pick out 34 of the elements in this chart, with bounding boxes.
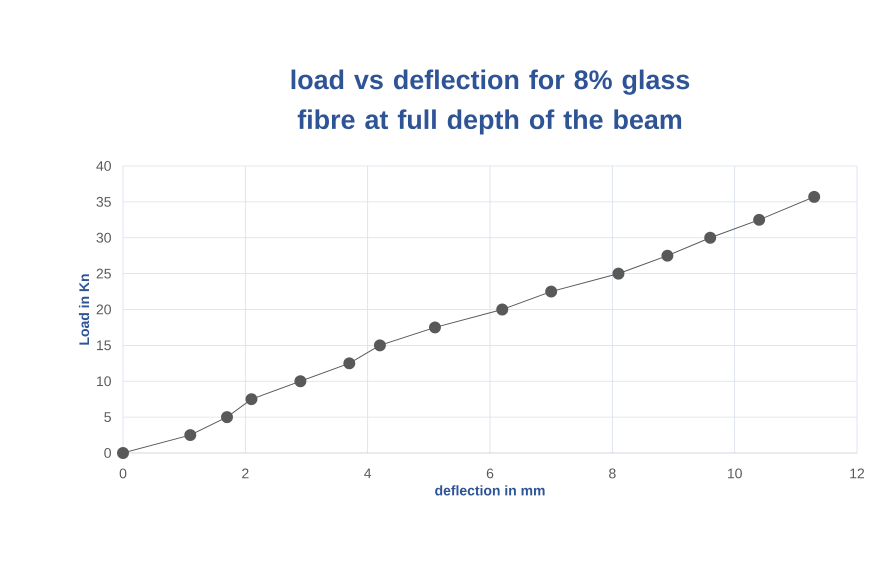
point	[428, 321, 441, 334]
y-tick-label: 25	[96, 268, 111, 279]
point	[612, 268, 624, 280]
x-tick-label: 0	[120, 468, 126, 478]
x-tick-label: 12	[850, 468, 864, 478]
y-tick-label: 30	[96, 232, 111, 243]
chart-title: load vs deflection for 8% glass fibre at full depth of the beam	[292, 70, 690, 134]
point	[753, 214, 766, 226]
point	[704, 232, 716, 244]
point	[661, 250, 674, 262]
x-tick-label: 2	[242, 468, 249, 478]
point	[117, 447, 129, 459]
point	[496, 304, 508, 316]
x-tick-label: 6	[486, 468, 494, 478]
point	[808, 190, 820, 203]
point	[184, 429, 196, 442]
point	[545, 286, 558, 298]
x-tick-label: 4	[364, 468, 372, 478]
y-tick-label: 15	[97, 340, 111, 350]
point	[245, 393, 258, 406]
y-tick-label: 5	[104, 412, 111, 422]
x-tick-label: 10	[728, 468, 742, 478]
point	[294, 375, 306, 388]
y-tick-label: 35	[96, 196, 111, 207]
y-tick-label: 20	[96, 304, 111, 314]
x-tick-label: 8	[609, 468, 616, 478]
x-axis-title: deflection in mm	[435, 485, 545, 496]
point	[343, 357, 356, 370]
point	[374, 339, 386, 352]
y-axis-title: Load in Kn	[78, 274, 90, 345]
point	[221, 411, 233, 424]
y-tick-label: 10	[97, 376, 111, 386]
y-tick-label: 40	[96, 161, 111, 171]
y-tick-label: 0	[104, 448, 111, 458]
